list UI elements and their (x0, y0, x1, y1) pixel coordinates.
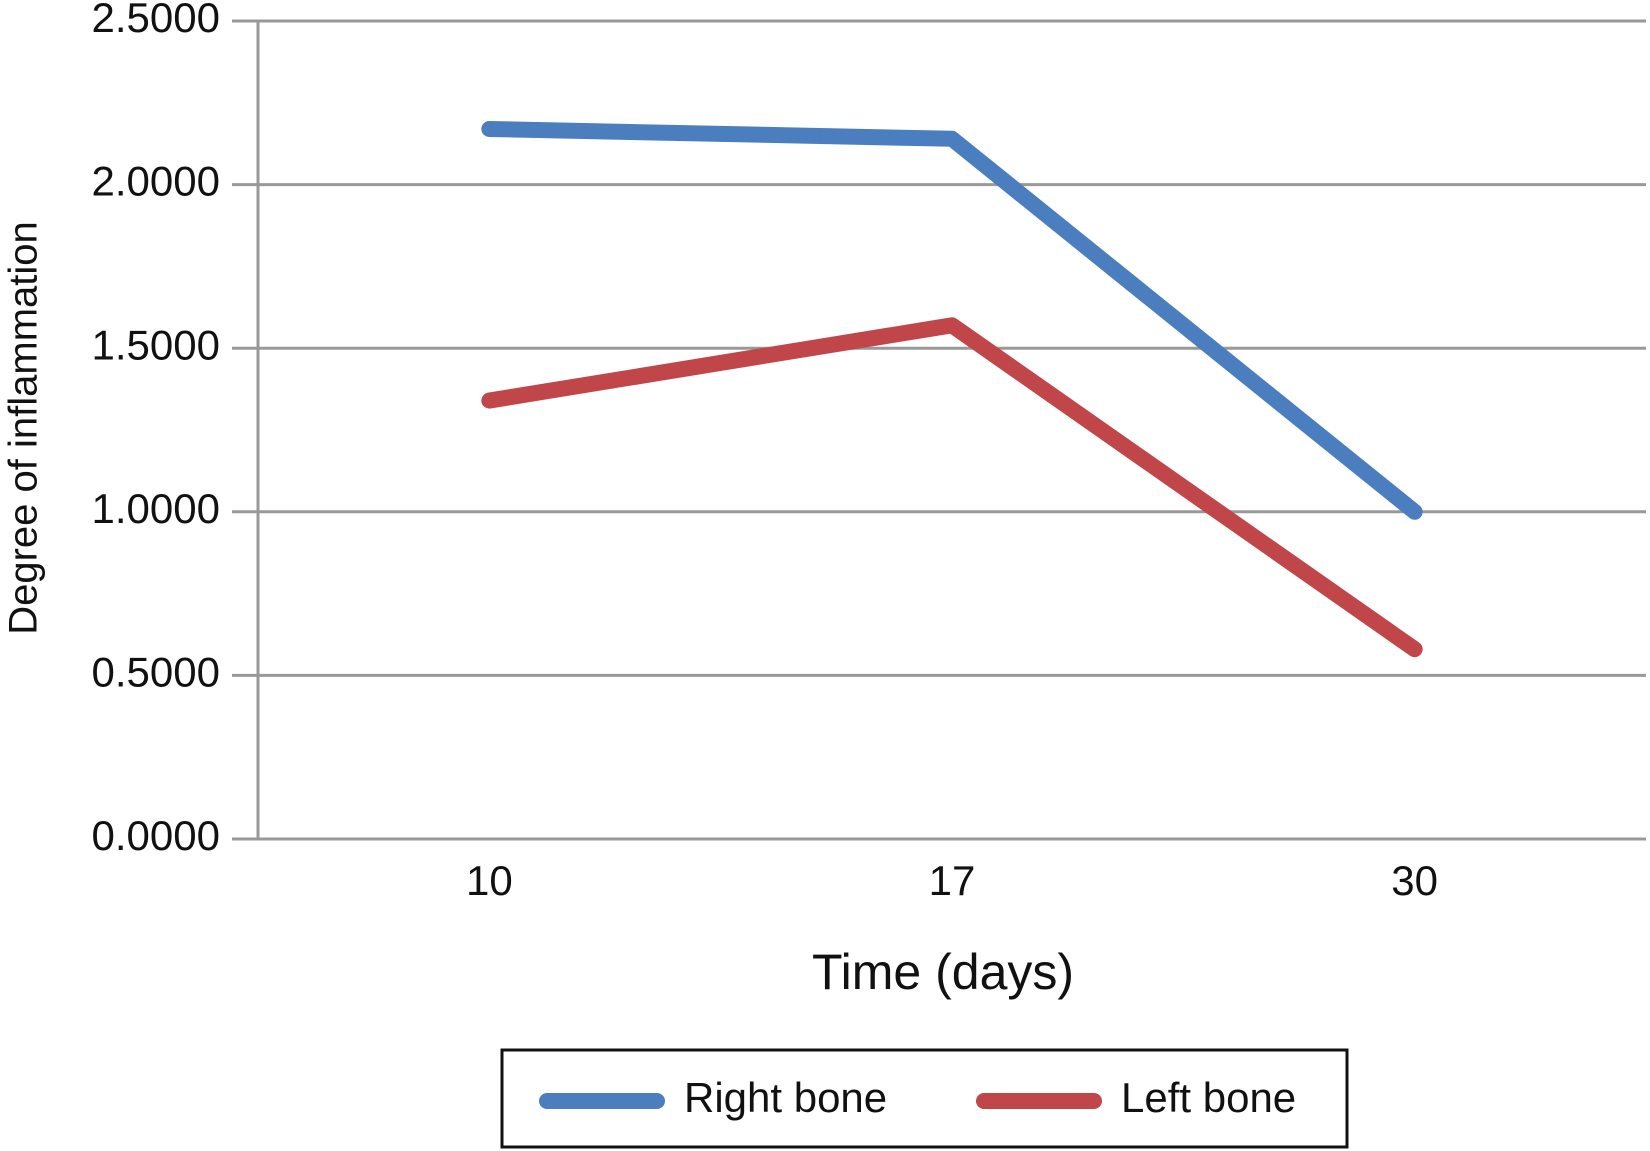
legend-label: Left bone (1121, 1074, 1296, 1121)
series-line (481, 317, 1423, 658)
y-tick-label: 1.5000 (92, 321, 220, 368)
x-tick-label: 10 (466, 857, 513, 904)
y-axis-title: Degree of inflammation (2, 221, 46, 635)
x-tick-label: 17 (929, 857, 976, 904)
y-tick-label: 2.0000 (92, 158, 220, 205)
y-tick-label: 0.5000 (92, 648, 220, 695)
y-tick-label: 0.0000 (92, 812, 220, 859)
series-line (481, 120, 1423, 520)
legend-box (500, 1048, 1349, 1149)
y-tick-label: 2.5000 (92, 0, 220, 41)
legend-label: Right bone (684, 1074, 887, 1121)
x-axis-title: Time (days) (812, 944, 1074, 1000)
x-tick-label: 30 (1391, 857, 1438, 904)
y-tick-label: 1.0000 (92, 485, 220, 532)
